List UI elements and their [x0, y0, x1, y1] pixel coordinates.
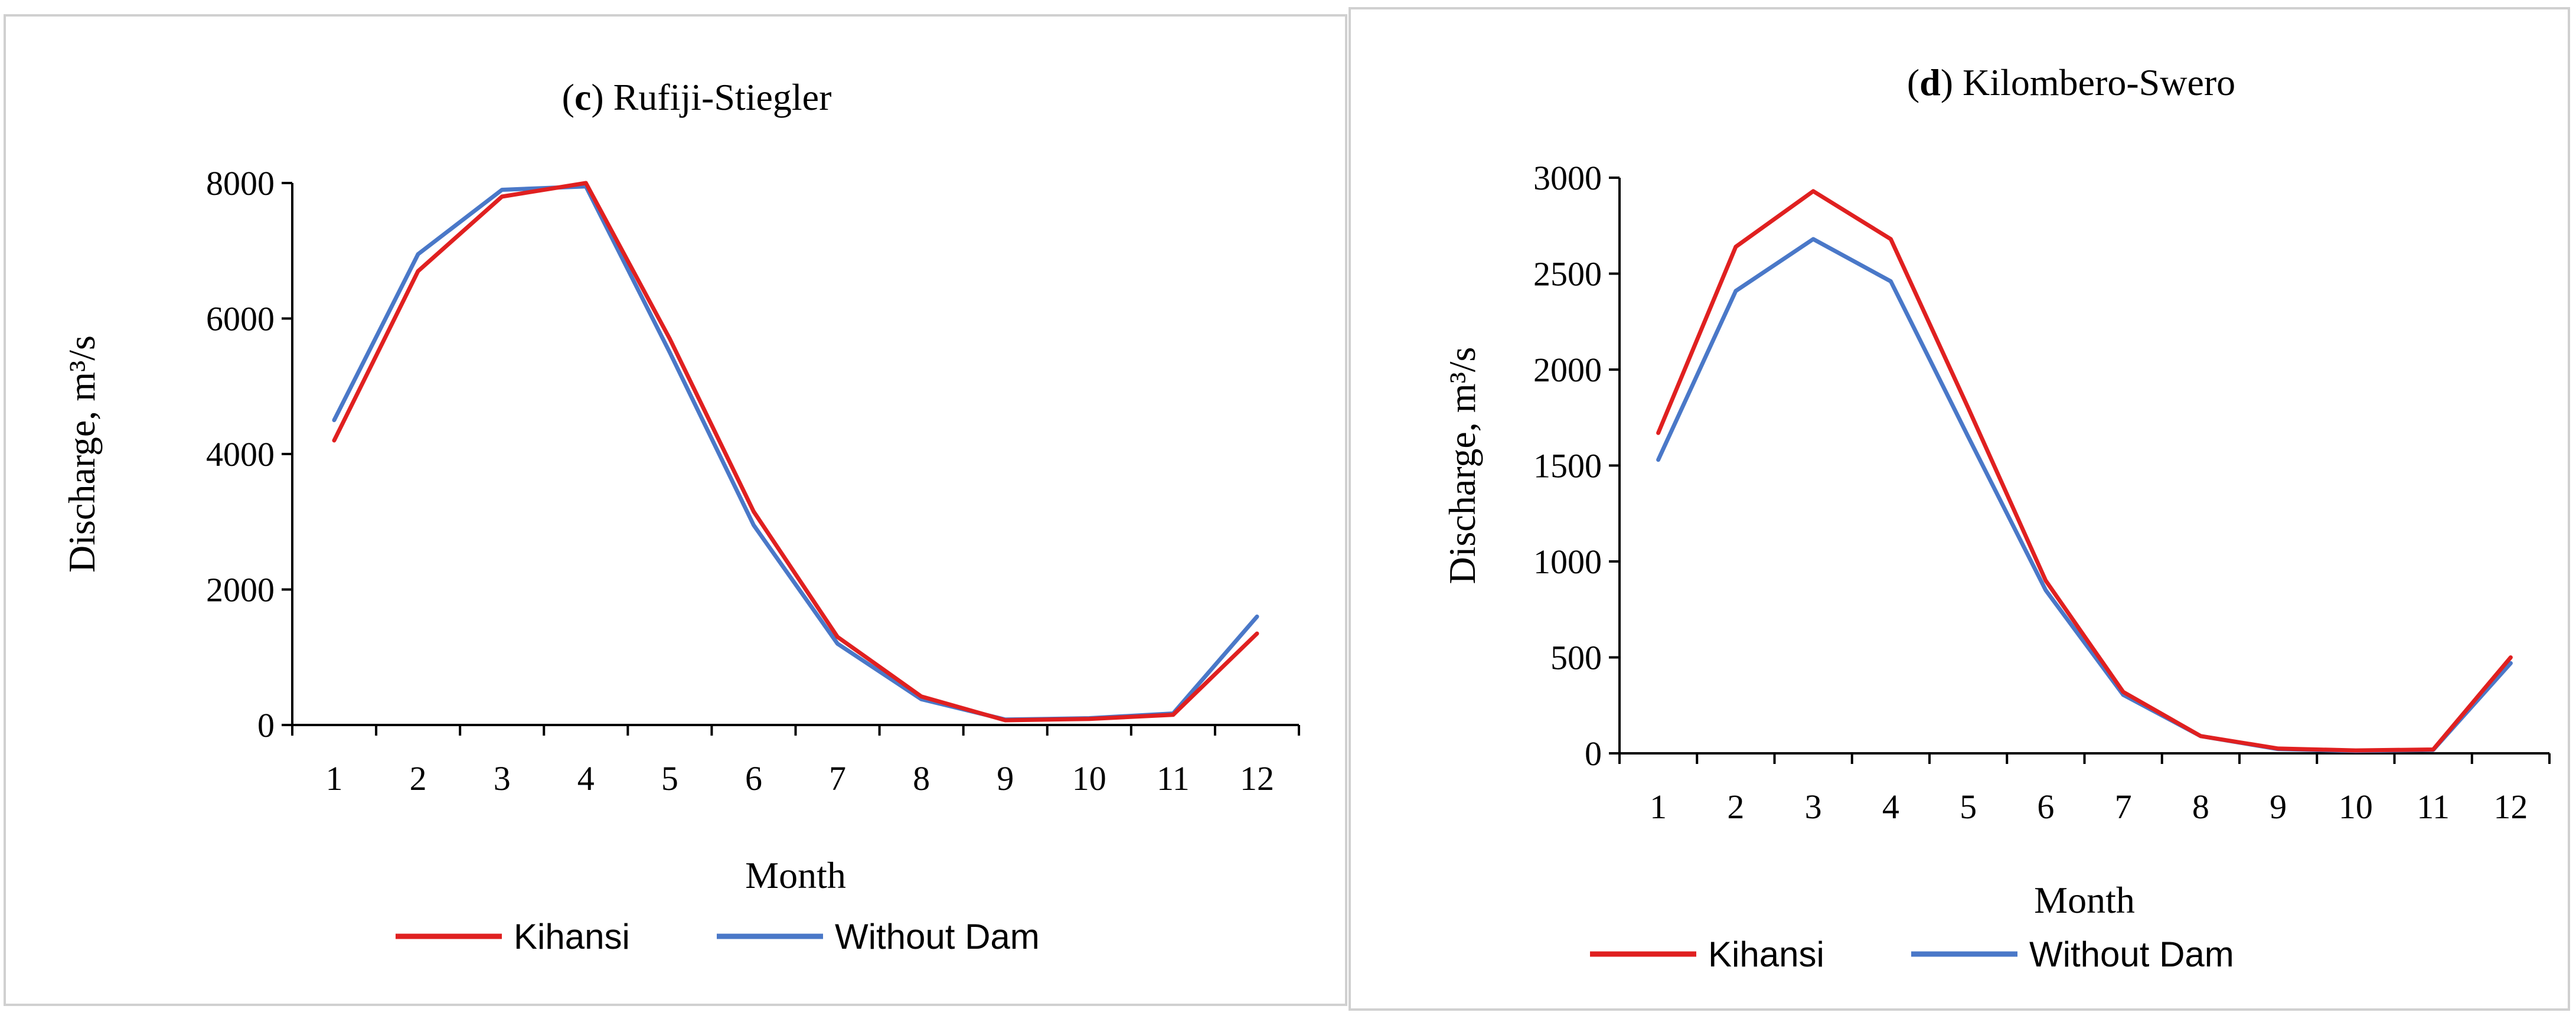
chart-title: (c) Rufiji-Stiegler	[562, 76, 832, 118]
x-tick-label: 10	[2339, 788, 2373, 826]
x-tick-label: 3	[494, 759, 511, 798]
x-tick-label: 4	[1882, 788, 1899, 826]
legend-label-without-dam: Without Dam	[835, 917, 1040, 956]
series-line-without-dam	[1656, 237, 2513, 753]
x-tick-label: 6	[745, 759, 762, 798]
title-text: ) Rufiji-Stiegler	[591, 76, 831, 118]
series-line-kihansi	[1656, 189, 2513, 753]
y-tick-label: 3000	[1533, 159, 1602, 197]
y-axis-label: Discharge, m³/s	[1441, 347, 1483, 584]
x-tick-label: 11	[2417, 788, 2450, 826]
x-tick-label: 10	[1072, 759, 1106, 798]
x-axis-label: Month	[745, 854, 846, 896]
x-tick-label: 2	[1727, 788, 1744, 826]
chart-panel-c: (c) Rufiji-Stiegler 0 2000 4000 6000 8000 1 2 3 4…	[4, 14, 1347, 1006]
x-tick-label: 5	[661, 759, 678, 798]
chart-title: (d) Kilombero-Swero	[1907, 61, 2235, 103]
legend-label-kihansi: Kihansi	[1708, 935, 1824, 974]
x-tick-label: 8	[2192, 788, 2209, 826]
x-tick-label: 1	[326, 759, 343, 798]
title-panel-letter: d	[1919, 61, 1941, 103]
x-tick-label: 12	[1240, 759, 1274, 798]
y-tick-label: 8000	[206, 164, 275, 203]
x-tick-label: 9	[2270, 788, 2287, 826]
y-tick-label: 2000	[1533, 351, 1602, 389]
title-panel-letter: c	[574, 76, 591, 118]
y-tick-label: 1500	[1533, 447, 1602, 485]
title-paren-open: (	[562, 76, 574, 118]
x-tick-label: 7	[829, 759, 846, 798]
x-tick-label: 4	[577, 759, 595, 798]
legend-label-without-dam: Without Dam	[2029, 935, 2234, 974]
y-tick-label: 0	[257, 706, 275, 744]
series-line-without-dam	[332, 184, 1259, 722]
y-tick-label: 500	[1550, 639, 1602, 677]
y-axis-label: Discharge, m³/s	[61, 335, 103, 573]
y-tick-label: 0	[1585, 734, 1602, 773]
y-tick-label: 2000	[206, 571, 275, 609]
x-tick-label: 12	[2493, 788, 2528, 826]
y-tick-label: 2500	[1533, 255, 1602, 293]
x-tick-label: 7	[2115, 788, 2132, 826]
legend-label-kihansi: Kihansi	[514, 917, 630, 956]
chart-panel-d: (d) Kilombero-Swero 0 500 1000 1500 2000 2500 3…	[1349, 7, 2570, 1011]
x-tick-label: 11	[1157, 759, 1190, 798]
x-tick-label: 9	[997, 759, 1014, 798]
series-line-kihansi	[332, 181, 1259, 723]
y-tick-label: 6000	[206, 300, 275, 338]
x-tick-label: 3	[1805, 788, 1822, 826]
y-tick-label: 1000	[1533, 543, 1602, 581]
x-tick-label: 1	[1650, 788, 1667, 826]
x-tick-label: 2	[410, 759, 427, 798]
x-tick-label: 5	[1960, 788, 1977, 826]
chart-d: (d) Kilombero-Swero 0 500 1000 1500 2000 2500 3…	[1441, 61, 2551, 974]
x-tick-label: 6	[2037, 788, 2054, 826]
title-text: ) Kilombero-Swero	[1941, 61, 2235, 103]
y-tick-label: 4000	[206, 435, 275, 473]
x-tick-label: 8	[913, 759, 930, 798]
x-axis-label: Month	[2034, 879, 2135, 921]
title-paren-open: (	[1907, 61, 1919, 103]
